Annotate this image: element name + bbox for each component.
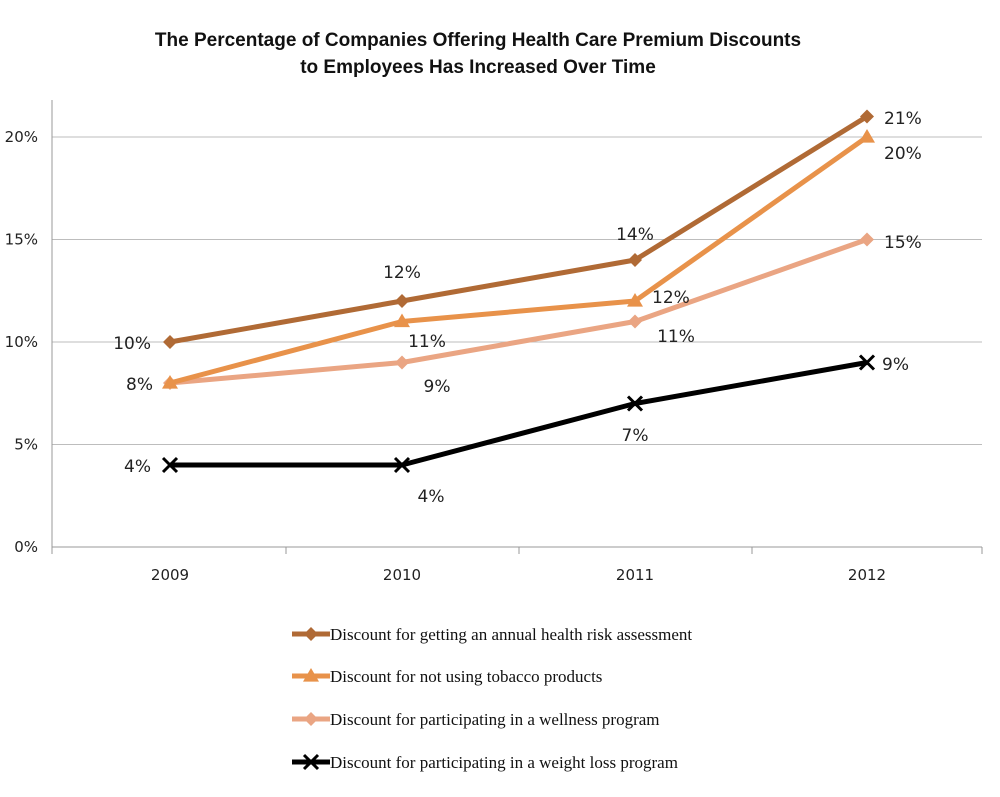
chart-subtitle: to Employees Has Increased Over Time	[300, 57, 656, 78]
data-point-s1-2009	[163, 335, 177, 349]
data-point-s4-2009	[161, 456, 179, 474]
legend-label: Discount for participating in a wellness…	[330, 710, 660, 729]
data-point-s1-2012	[860, 109, 874, 124]
legend-item-1: Discount for getting an annual health ri…	[292, 625, 692, 644]
data-point-s3-2012	[860, 232, 874, 247]
data-point-s3-2010	[395, 355, 409, 370]
data-labels: 10% 12% 14% 21% 8% 11% 12% 20% 9% 11% 15% 4% 4% 7% 9%	[113, 109, 922, 507]
data-label: 9%	[882, 355, 909, 375]
data-label: 20%	[884, 144, 922, 164]
legend-item-4: Discount for participating in a weight l…	[292, 753, 678, 772]
x-tick-label: 2012	[848, 566, 886, 584]
data-label: 15%	[884, 233, 922, 253]
legend-item-3: Discount for participating in a wellness…	[292, 710, 660, 729]
legend-marker	[303, 668, 319, 682]
data-point-s1-2010	[395, 294, 409, 308]
legend-label: Discount for getting an annual health ri…	[330, 625, 692, 644]
data-label: 12%	[652, 288, 690, 308]
y-tick-label: 15%	[5, 231, 38, 249]
data-point-s4-2011	[626, 395, 644, 412]
series-line-4	[170, 360, 868, 468]
series-group	[161, 109, 876, 474]
data-label: 10%	[113, 334, 151, 354]
legend-label: Discount for participating in a weight l…	[330, 753, 678, 772]
legend-label: Discount for not using tobacco products	[330, 667, 602, 686]
series-line-2	[169, 134, 869, 386]
data-label: 9%	[424, 377, 451, 397]
legend-marker	[304, 712, 318, 726]
data-label: 21%	[884, 109, 922, 129]
legend: Discount for getting an annual health ri…	[292, 625, 692, 772]
series-line-1	[169, 114, 869, 345]
y-tick-label: 20%	[5, 128, 38, 146]
axes: 0% 5% 10% 15% 20% 2009 2010 2011 2012	[5, 100, 983, 584]
data-point-s3-2011	[628, 314, 642, 329]
data-point-s4-2012	[858, 354, 876, 371]
grid	[52, 136, 982, 445]
y-tick-label: 0%	[14, 538, 38, 556]
legend-marker	[302, 753, 320, 771]
chart-title: The Percentage of Companies Offering Hea…	[155, 30, 801, 51]
data-point-s2-2010	[394, 313, 410, 328]
series-line-3	[169, 237, 868, 386]
data-point-s2-2009	[162, 375, 178, 389]
x-tick-label: 2010	[383, 566, 421, 584]
data-label: 4%	[418, 487, 445, 507]
data-point-s1-2011	[628, 253, 642, 267]
data-label: 8%	[126, 375, 153, 395]
data-label: 4%	[124, 457, 151, 477]
y-tick-label: 10%	[5, 333, 38, 351]
x-tick-label: 2011	[616, 566, 654, 584]
data-point-s2-2011	[627, 293, 643, 307]
data-point-s4-2010	[393, 456, 411, 474]
data-label: 11%	[657, 327, 695, 347]
legend-item-2: Discount for not using tobacco products	[292, 667, 602, 686]
x-tick-label: 2009	[151, 566, 189, 584]
data-label: 12%	[383, 263, 421, 283]
data-point-s2-2012	[859, 129, 875, 143]
y-tick-label: 5%	[14, 436, 38, 454]
legend-marker	[304, 627, 318, 641]
data-label: 14%	[616, 225, 654, 245]
data-label: 7%	[622, 426, 649, 446]
data-label: 11%	[408, 332, 446, 352]
